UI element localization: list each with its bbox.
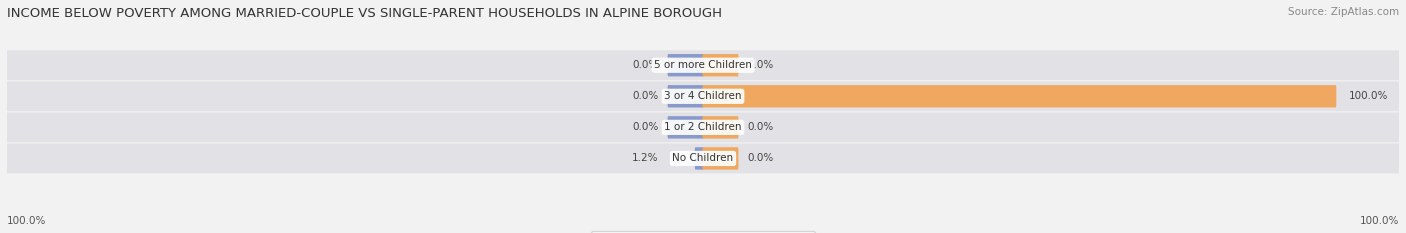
FancyBboxPatch shape	[703, 147, 738, 170]
Text: 0.0%: 0.0%	[748, 154, 773, 163]
FancyBboxPatch shape	[668, 85, 703, 107]
Text: 0.0%: 0.0%	[633, 122, 658, 132]
FancyBboxPatch shape	[6, 144, 1400, 173]
Text: 0.0%: 0.0%	[748, 60, 773, 70]
Text: 0.0%: 0.0%	[748, 122, 773, 132]
Text: 0.0%: 0.0%	[633, 91, 658, 101]
Legend: Married Couples, Single Parents: Married Couples, Single Parents	[591, 231, 815, 233]
Text: 1.2%: 1.2%	[633, 154, 658, 163]
FancyBboxPatch shape	[668, 116, 703, 139]
FancyBboxPatch shape	[703, 85, 1336, 107]
FancyBboxPatch shape	[6, 113, 1400, 142]
Text: Source: ZipAtlas.com: Source: ZipAtlas.com	[1288, 7, 1399, 17]
Text: INCOME BELOW POVERTY AMONG MARRIED-COUPLE VS SINGLE-PARENT HOUSEHOLDS IN ALPINE : INCOME BELOW POVERTY AMONG MARRIED-COUPL…	[7, 7, 723, 20]
Text: 100.0%: 100.0%	[7, 216, 46, 226]
Text: 0.0%: 0.0%	[633, 60, 658, 70]
Text: 3 or 4 Children: 3 or 4 Children	[664, 91, 742, 101]
FancyBboxPatch shape	[6, 81, 1400, 111]
Text: 1 or 2 Children: 1 or 2 Children	[664, 122, 742, 132]
FancyBboxPatch shape	[703, 116, 738, 139]
Text: No Children: No Children	[672, 154, 734, 163]
Text: 100.0%: 100.0%	[1360, 216, 1399, 226]
FancyBboxPatch shape	[668, 54, 703, 76]
Text: 5 or more Children: 5 or more Children	[654, 60, 752, 70]
Text: 100.0%: 100.0%	[1348, 91, 1388, 101]
FancyBboxPatch shape	[695, 147, 703, 170]
FancyBboxPatch shape	[6, 50, 1400, 80]
FancyBboxPatch shape	[703, 54, 738, 76]
